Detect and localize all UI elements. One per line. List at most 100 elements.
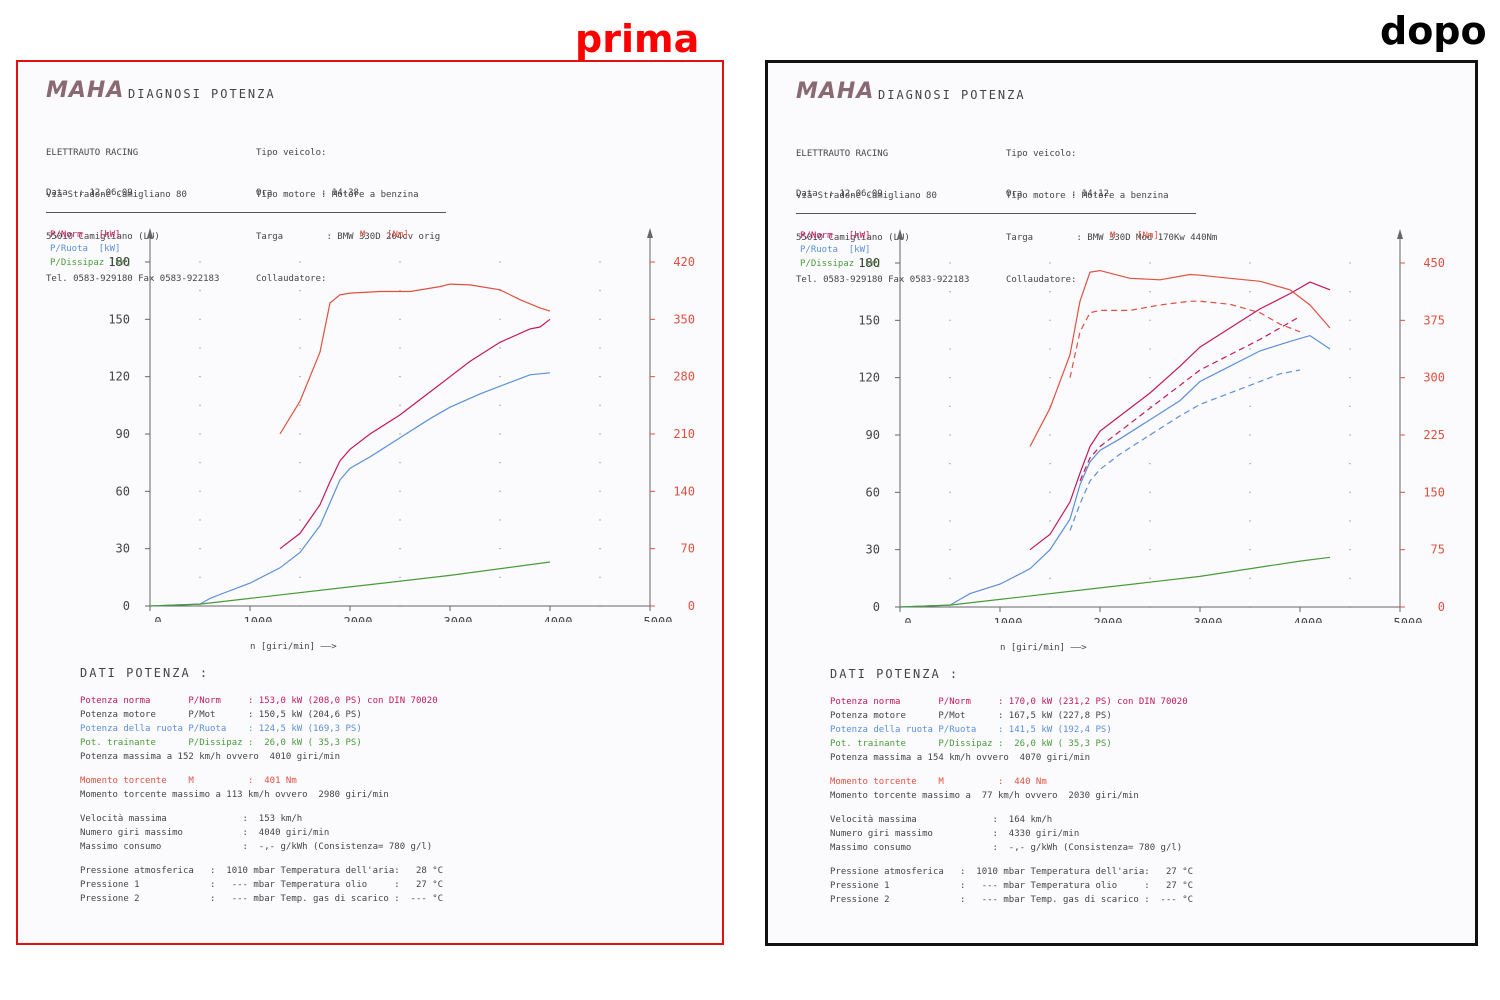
y-tick-label-left: 0 xyxy=(873,600,880,614)
series-p-dissipaz-line xyxy=(899,556,1331,608)
x-tick-label: 0 xyxy=(904,616,911,623)
legend-dissipaz: P/Dissipaz [kW] xyxy=(800,259,882,269)
x-tick-label: 1000 xyxy=(994,616,1023,623)
y-tick-label-right: 210 xyxy=(673,427,695,441)
grid-dot xyxy=(399,261,401,263)
data-line: Momento torcente massimo a 77 km/h ovver… xyxy=(830,791,1139,801)
data-line: Potenza motore P/Mot : 150,5 kW (204,6 P… xyxy=(80,710,362,720)
maha-logo: MAHA xyxy=(46,78,125,103)
x-axis-label: n [giri/min] ——> xyxy=(250,642,337,652)
grid-dot xyxy=(1249,548,1251,551)
grid-dot xyxy=(199,261,201,263)
chart-svg: 0 30 60 90 120 150 180 0 75 150 225 300 375 450 0 1000 2… xyxy=(858,229,1445,630)
grid-dot xyxy=(499,318,501,321)
grid-dot xyxy=(299,375,301,378)
series-p-norm-line xyxy=(1029,281,1331,551)
grid-dot xyxy=(299,318,301,321)
tester: Collaudatore: xyxy=(256,274,327,284)
grid-dot xyxy=(599,519,601,521)
grid-dot xyxy=(1049,348,1051,350)
series-p-norm-line xyxy=(279,318,551,550)
data-line: Numero giri massimo : 4330 giri/min xyxy=(830,829,1080,839)
grid-dot xyxy=(399,490,401,493)
grid-dot xyxy=(1149,491,1151,494)
data-line: Pressione atmosferica : 1010 mbar Temper… xyxy=(80,866,444,876)
grid-dot xyxy=(499,461,501,464)
grid-dot xyxy=(1349,434,1351,436)
grid-dot xyxy=(1049,491,1051,494)
legend-dissipaz: P/Dissipaz [kW] xyxy=(50,258,132,268)
grid-dot xyxy=(299,433,301,435)
grid-dot xyxy=(1149,290,1151,293)
grid-dot xyxy=(299,461,301,464)
vehicle-type: Tipo veicolo: xyxy=(256,148,327,158)
company-phone: Tel. 0583-929180 Fax 0583-922183 xyxy=(46,274,220,284)
x-tick-label: 2000 xyxy=(344,615,373,622)
y-tick-label-right: 140 xyxy=(673,484,695,498)
grid-dot xyxy=(1349,491,1351,494)
legend-norm: P/Norm [kW] xyxy=(50,230,121,240)
y-tick-label-right: 280 xyxy=(673,370,695,384)
test-time: Ora : 14:38 xyxy=(256,188,359,198)
x-tick-label: 5000 xyxy=(1394,616,1423,623)
series-m-line xyxy=(279,283,551,435)
y-axis-left-arrow xyxy=(897,229,903,239)
grid-dot xyxy=(1349,548,1351,551)
series-m-line xyxy=(1029,269,1331,447)
grid-dot xyxy=(949,577,951,580)
grid-dot xyxy=(1249,262,1251,264)
y-axis-left-arrow xyxy=(147,228,153,238)
grid-dot xyxy=(1249,405,1251,408)
data-line: Pressione 2 : --- mbar Temp. gas di scar… xyxy=(830,895,1194,905)
grid-dot xyxy=(1249,290,1251,293)
grid-dot xyxy=(1349,520,1351,522)
test-date: Data : 12.06.09 xyxy=(796,189,883,199)
sheet-title: DIAGNOSI POTENZA xyxy=(878,88,1026,102)
grid-dot xyxy=(499,576,501,579)
company-name: ELETTRAUTO RACING xyxy=(46,148,139,158)
data-line: Massimo consumo : -,- g/kWh (Consistenza… xyxy=(830,843,1183,853)
data-line: Potenza norma P/Norm : 170,0 kW (231,2 P… xyxy=(830,697,1188,707)
grid-dot xyxy=(1149,348,1151,350)
grid-dot xyxy=(1249,348,1251,350)
grid-dot xyxy=(1149,262,1151,264)
series-p-ruota-line xyxy=(149,372,551,607)
grid-dot xyxy=(399,404,401,407)
power-chart: 0 30 60 90 120 150 180 0 75 150 225 300 375 450 0 1000 2… xyxy=(768,223,1474,630)
series-p-ruota-line xyxy=(899,334,1331,608)
grid-dot xyxy=(599,547,601,550)
x-axis-label: n [giri/min] ——> xyxy=(1000,643,1087,653)
grid-dot xyxy=(399,433,401,435)
maha-logo: MAHA xyxy=(796,79,875,104)
y-tick-label-left: 120 xyxy=(108,370,130,384)
grid-dot xyxy=(949,520,951,522)
y-tick-label-right: 420 xyxy=(673,255,695,269)
grid-dot xyxy=(1349,405,1351,408)
company-address: Via Stradone Camigliano 80 xyxy=(46,190,187,200)
grid-dot xyxy=(199,347,201,349)
grid-dot xyxy=(599,576,601,579)
legend-norm: P/Norm [kW] xyxy=(800,231,871,241)
power-chart: 0 30 60 90 120 150 180 0 70 140 210 280 350 420 0 1000 2… xyxy=(18,222,724,629)
grid-dot xyxy=(1349,290,1351,293)
data-line: Potenza norma P/Norm : 153,0 kW (208,0 P… xyxy=(80,696,438,706)
grid-dot xyxy=(1349,577,1351,580)
grid-dot xyxy=(199,490,201,493)
data-line: Pot. trainante P/Dissipaz : 26,0 kW ( 35… xyxy=(80,738,362,748)
vehicle-plate: Targa : BMW 330D 204cv orig xyxy=(256,232,441,242)
grid-dot xyxy=(499,547,501,550)
data-line: Velocità massima : 153 km/h xyxy=(80,814,303,824)
dati-title: DATI POTENZA : xyxy=(830,667,960,681)
header-divider xyxy=(796,213,1196,214)
data-line: Momento torcente M : 401 Nm xyxy=(80,776,297,786)
data-line: Potenza della ruota P/Ruota : 124,5 kW (… xyxy=(80,724,362,734)
grid-dot xyxy=(199,519,201,521)
grid-dot xyxy=(299,404,301,407)
data-line: Potenza massima a 154 km/h ovvero 4070 g… xyxy=(830,753,1091,763)
legend-torque: M [Nm] xyxy=(1110,231,1159,241)
grid-dot xyxy=(949,376,951,379)
y-tick-label-left: 90 xyxy=(116,427,130,441)
grid-dot xyxy=(1149,319,1151,322)
data-line: Pot. trainante P/Dissipaz : 26,0 kW ( 35… xyxy=(830,739,1112,749)
vehicle-type: Tipo veicolo: xyxy=(1006,149,1077,159)
